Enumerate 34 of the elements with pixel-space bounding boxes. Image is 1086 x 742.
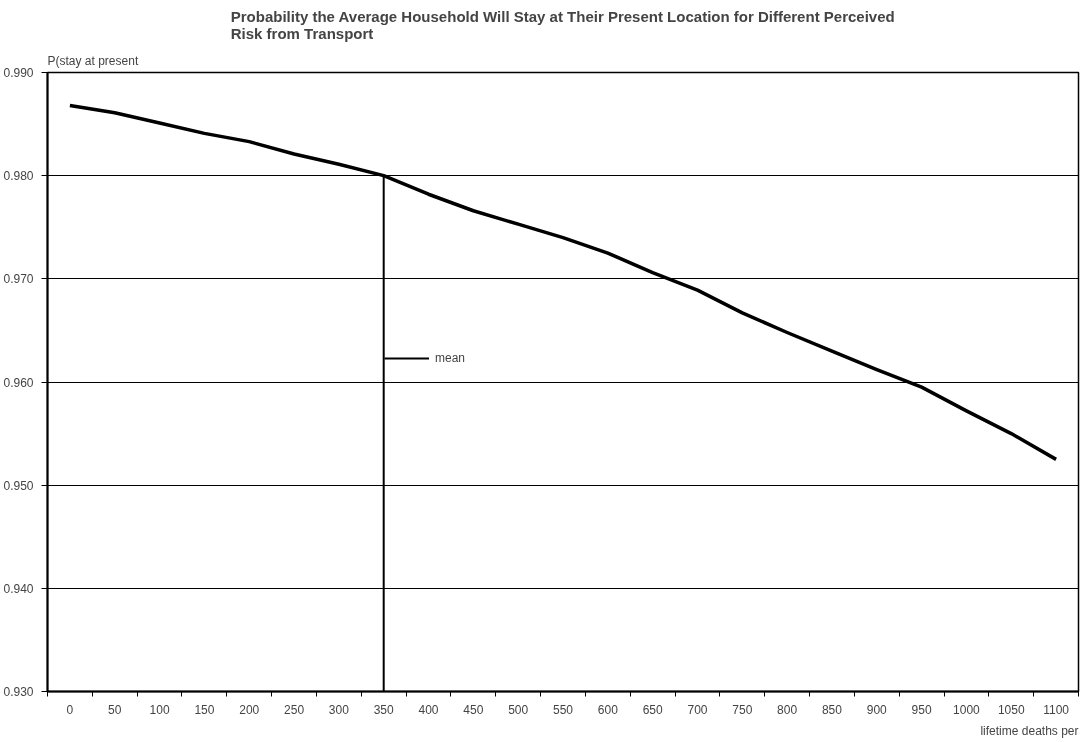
y-tick-label: 0.980 — [3, 169, 34, 184]
y-axis-title: P(stay at present — [47, 53, 139, 68]
x-tick-label: 850 — [821, 702, 843, 717]
y-tick-label: 0.960 — [3, 375, 34, 390]
x-tick-label: 950 — [911, 702, 932, 717]
y-tick-label: 0.950 — [3, 478, 34, 493]
x-tick-label: 100 — [149, 702, 170, 717]
y-tick-label: 0.970 — [3, 272, 34, 287]
y-tick-label: 0.940 — [3, 581, 34, 596]
x-tick-label: 550 — [552, 702, 574, 717]
x-tick-label: 400 — [418, 702, 439, 717]
x-tick-label: 650 — [642, 702, 663, 717]
x-tick-label: 50 — [108, 702, 122, 717]
x-tick-label: 450 — [463, 702, 484, 717]
x-tick-label: 1100 — [1043, 702, 1070, 717]
ref-line-label: mean — [435, 351, 466, 365]
x-tick-label: 800 — [777, 702, 798, 717]
x-tick-label: 600 — [597, 702, 619, 717]
x-axis-title: lifetime deaths per — [980, 723, 1079, 738]
x-tick-label: 350 — [373, 702, 395, 717]
x-tick-label: 0 — [66, 702, 74, 717]
x-tick-label: 250 — [284, 702, 305, 717]
x-tick-label: 200 — [239, 702, 260, 717]
chart-title: Probability the Average Household Will Stay at Their Present Location for Different Perceived Risk from Transport — [230, 7, 895, 42]
x-tick-label: 750 — [732, 702, 753, 717]
y-tick-label: 0.990 — [3, 66, 34, 80]
x-tick-label: 500 — [508, 702, 529, 717]
x-tick-label: 700 — [687, 702, 708, 717]
x-tick-label: 1000 — [953, 702, 981, 717]
x-tick-label: 150 — [194, 702, 215, 717]
x-tick-label: 900 — [866, 702, 888, 717]
y-tick-label: 0.930 — [3, 685, 34, 699]
x-tick-label: 300 — [328, 702, 350, 717]
x-tick-label: 1050 — [997, 702, 1025, 717]
